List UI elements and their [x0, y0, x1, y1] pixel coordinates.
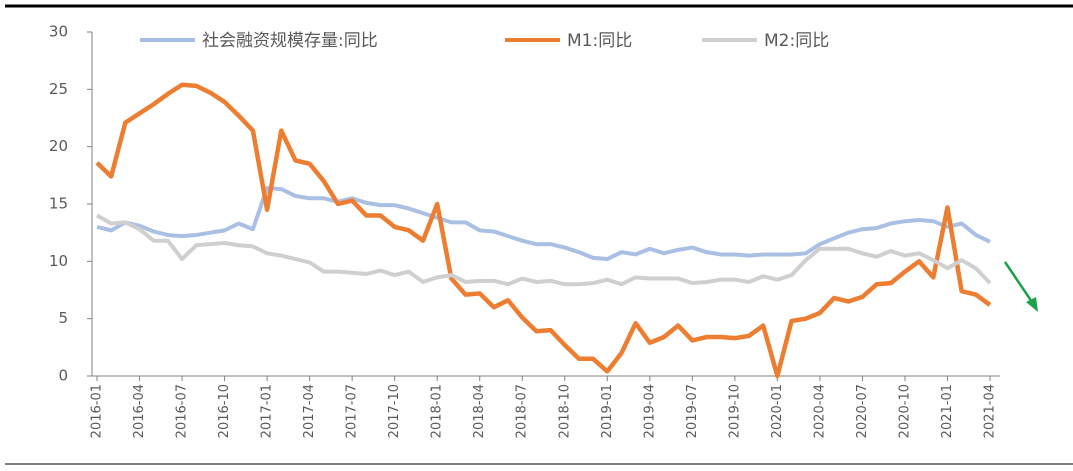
y-tick-label: 0 [58, 367, 68, 385]
x-tick-label: 2016-10 [217, 384, 232, 438]
x-tick-label: 2018-01 [430, 384, 445, 438]
series-line [96, 185, 991, 262]
x-tick-label: 2020-01 [770, 384, 785, 438]
x-tick-label: 2017-10 [387, 384, 402, 438]
y-tick-label: 25 [49, 80, 68, 98]
x-tick-label: 2017-07 [345, 384, 360, 438]
x-tick-label: 2021-04 [983, 384, 998, 438]
y-tick-label: 15 [49, 195, 68, 213]
series-line [96, 213, 992, 287]
x-tick-label: 2018-04 [472, 384, 487, 438]
trend-arrow-head [1026, 297, 1038, 312]
legend-label: M1:同比 [567, 31, 632, 51]
trend-arrow [1003, 261, 1036, 306]
x-tick-label: 2018-07 [515, 384, 530, 438]
y-tick-label: 5 [58, 309, 68, 327]
x-tick-label: 2017-04 [302, 384, 317, 438]
x-tick-label: 2016-07 [175, 384, 190, 438]
x-tick-label: 2021-01 [940, 384, 955, 438]
legend-label: 社会融资规模存量:同比 [202, 31, 378, 51]
x-tick-label: 2020-10 [897, 384, 912, 438]
x-tick-label: 2017-01 [260, 384, 275, 438]
legend-label: M2:同比 [764, 31, 829, 51]
x-tick-label: 2019-04 [642, 384, 657, 438]
x-tick-label: 2016-04 [132, 384, 147, 438]
x-tick-label: 2018-10 [557, 384, 572, 438]
x-tick-label: 2019-01 [600, 384, 615, 438]
y-tick-label: 20 [49, 137, 68, 155]
x-tick-label: 2019-10 [727, 384, 742, 438]
x-tick-label: 2019-07 [685, 384, 700, 438]
y-tick-label: 10 [49, 252, 68, 270]
y-tick-label: 30 [49, 23, 68, 41]
x-tick-label: 2020-07 [855, 384, 870, 438]
x-tick-label: 2016-01 [90, 384, 105, 438]
series-line [95, 82, 992, 379]
x-tick-label: 2020-04 [812, 384, 827, 438]
